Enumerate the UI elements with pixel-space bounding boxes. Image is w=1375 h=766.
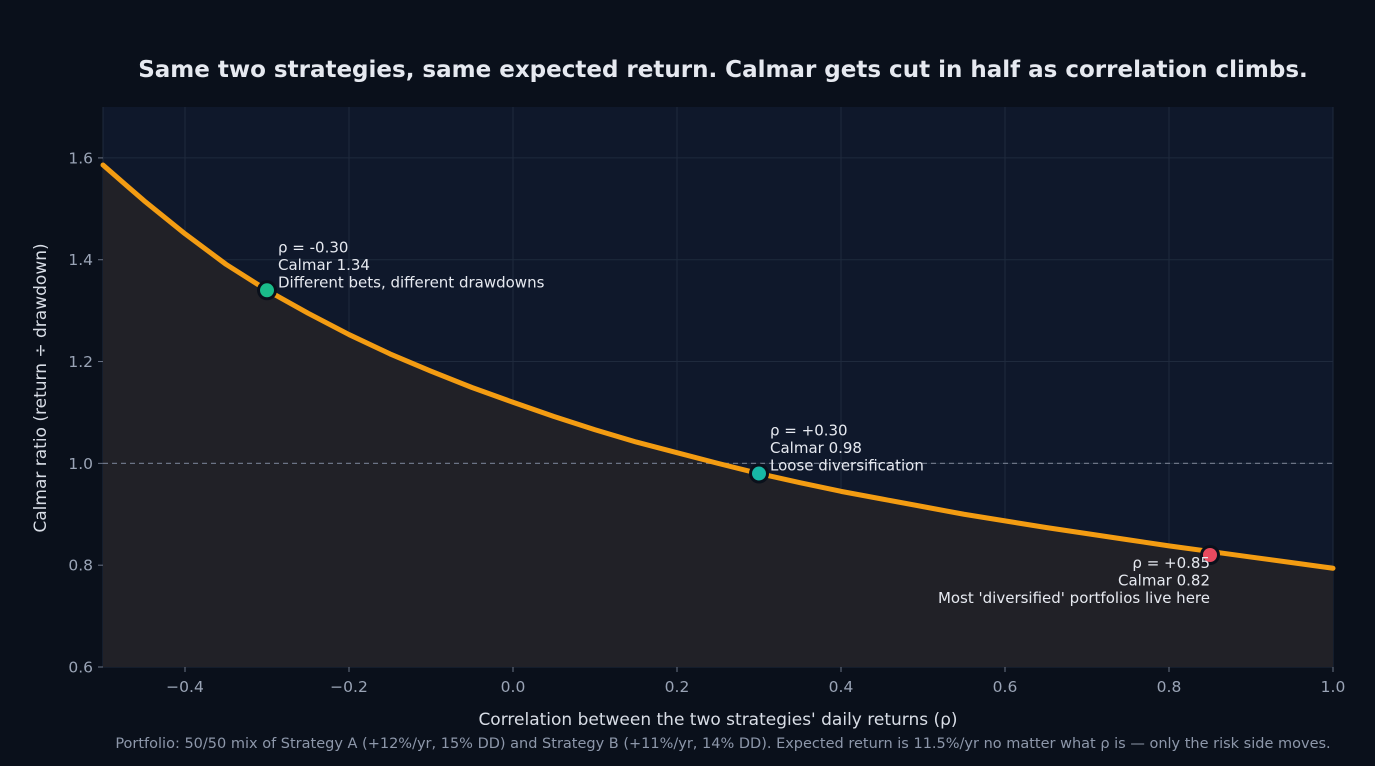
highlight-annotation: Calmar 0.82 [1118, 572, 1210, 590]
calmar-curve-line [100, 162, 1336, 571]
highlight-annotation: ρ = +0.30 [770, 422, 848, 440]
y-axis-label: Calmar ratio (return ÷ drawdown) [31, 243, 51, 532]
x-tick-label: 0.0 [501, 678, 526, 696]
y-tick-label: 1.6 [68, 149, 93, 167]
y-tick-label: 0.8 [68, 557, 93, 575]
y-tick-label: 1.4 [68, 251, 93, 269]
highlight-annotation: ρ = -0.30 [278, 238, 348, 256]
x-tick-label: 1.0 [1321, 678, 1346, 696]
x-tick-label: 0.4 [829, 678, 854, 696]
x-tick-label: −0.4 [166, 678, 204, 696]
y-tick-label: 1.2 [68, 353, 93, 371]
x-axis-ticks: −0.4 −0.2 0.0 0.2 0.4 0.6 0.8 1.0 [166, 667, 1345, 696]
x-tick-label: −0.2 [330, 678, 368, 696]
y-tick-label: 0.6 [68, 659, 93, 677]
x-axis-label: Correlation between the two strategies' … [478, 710, 957, 730]
highlight-annotation: Calmar 0.98 [770, 439, 862, 457]
footnote: Portfolio: 50/50 mix of Strategy A (+12%… [115, 736, 1330, 752]
highlight-annotation: Loose diversification [770, 457, 924, 475]
highlight-annotation: ρ = +0.85 [1132, 554, 1210, 572]
highlight-annotation: Calmar 1.34 [278, 256, 370, 274]
highlight-point [260, 283, 274, 298]
highlight-annotation: Most 'diversified' portfolios live here [938, 589, 1210, 607]
highlight-point [752, 466, 766, 481]
x-tick-label: 0.6 [993, 678, 1018, 696]
y-axis-ticks: 0.6 0.8 1.0 1.2 1.4 1.6 [68, 149, 103, 677]
y-tick-label: 1.0 [68, 455, 93, 473]
chart-title: Same two strategies, same expected retur… [138, 57, 1308, 83]
area-under-curve [103, 165, 1333, 668]
x-tick-label: 0.2 [665, 678, 690, 696]
x-tick-label: 0.8 [1157, 678, 1182, 696]
highlight-annotation: Different bets, different drawdowns [278, 273, 545, 291]
highlight-point [1203, 548, 1217, 562]
